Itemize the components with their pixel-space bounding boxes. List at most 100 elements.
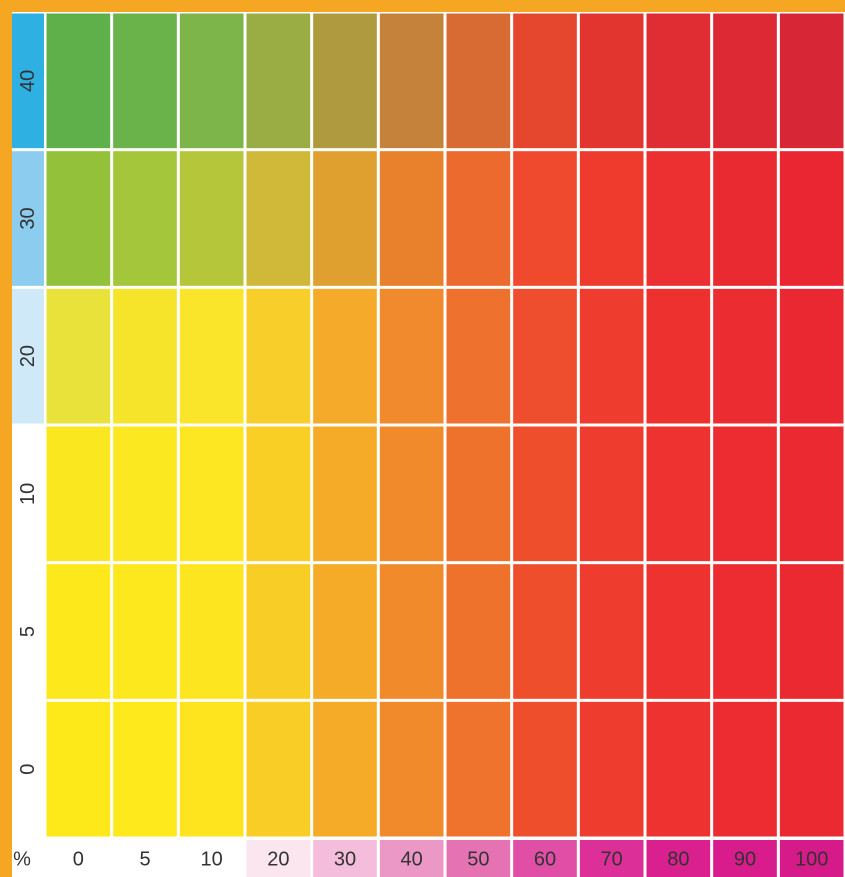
heatmap-cell-y20-x90 [713, 288, 777, 424]
heatmap-cell-y30-x90 [713, 151, 777, 286]
heatmap-cell-y20-x70 [579, 288, 644, 424]
y-tick-label-40: 40 [17, 70, 39, 92]
x-tick-label-30: 30 [334, 849, 356, 871]
heatmap-cell-y20-x50 [446, 288, 511, 424]
heatmap-cell-y10-x30 [313, 426, 377, 562]
heatmap-cell-y40-x70 [579, 13, 644, 149]
heatmap-cell-y40-x40 [379, 13, 444, 149]
heatmap-cell-y30-x80 [646, 151, 711, 286]
y-label-band-30 [12, 151, 44, 286]
heatmap-cell-y20-x10 [179, 288, 244, 424]
heatmap-cell-y5-x0 [46, 564, 111, 699]
heatmap-cell-y5-x50 [446, 564, 511, 699]
heatmap-cell-y20-x0 [46, 288, 111, 424]
y-label-band-10 [12, 426, 44, 562]
x-label-band-100 [779, 840, 844, 877]
heatmap-cell-y10-x20 [246, 426, 311, 562]
heatmap-cell-y30-x0 [46, 151, 111, 286]
y-label-band-5 [12, 564, 44, 699]
heatmap-cell-y0-x90 [713, 701, 777, 837]
heatmap-cell-y20-x30 [313, 288, 377, 424]
heatmap-cell-y5-x30 [313, 564, 377, 699]
heatmap-cell-y0-x40 [379, 701, 444, 837]
heatmap-cell-y20-x40 [379, 288, 444, 424]
heatmap-cell-y0-x100 [779, 701, 844, 837]
y-tick-label-0: 0 [17, 764, 39, 775]
y-tick-label-20: 20 [17, 345, 39, 367]
x-label-band-20 [246, 840, 311, 877]
heatmap-cell-y10-x5 [113, 426, 177, 562]
heatmap-cell-y40-x0 [46, 13, 111, 149]
heatmap-cell-y40-x80 [646, 13, 711, 149]
heatmap-cell-y40-x10 [179, 13, 244, 149]
y-tick-label-10: 10 [17, 483, 39, 505]
y-tick-label-30: 30 [17, 207, 39, 229]
heatmap-cell-y5-x40 [379, 564, 444, 699]
heatmap-cell-y5-x100 [779, 564, 844, 699]
y-tick-label-5: 5 [17, 626, 39, 637]
x-label-band-60 [513, 840, 577, 877]
heatmap-cell-y5-x20 [246, 564, 311, 699]
heatmap-cell-y30-x40 [379, 151, 444, 286]
heatmap-cell-y30-x60 [513, 151, 577, 286]
x-axis-labels: % 0 5 10 20 30 40 50 60 70 80 90 100 [13, 840, 844, 877]
heatmap-cell-y0-x50 [446, 701, 511, 837]
x-tick-label-5: 5 [139, 849, 150, 871]
heatmap-cell-y10-x60 [513, 426, 577, 562]
heatmap-cell-y10-x0 [46, 426, 111, 562]
x-label-band-0 [46, 840, 111, 877]
x-tick-label-10: 10 [201, 849, 223, 871]
x-label-band-10 [179, 840, 244, 877]
x-label-band-40 [379, 840, 444, 877]
heatmap-cell-y30-x30 [313, 151, 377, 286]
heatmap-cell-y5-x70 [579, 564, 644, 699]
heatmap-cell-y30-x20 [246, 151, 311, 286]
heatmap-cell-y40-x90 [713, 13, 777, 149]
heatmap-cell-y30-x70 [579, 151, 644, 286]
chart-frame-top-border [0, 0, 845, 12]
x-tick-label-80: 80 [667, 849, 689, 871]
heatmap-cell-y10-x10 [179, 426, 244, 562]
x-label-band-90 [713, 840, 777, 877]
heatmap-cell-y40-x5 [113, 13, 177, 149]
heatmap-cell-y10-x90 [713, 426, 777, 562]
chart-frame-left-border [0, 0, 12, 877]
heatmap-cell-y0-x20 [246, 701, 311, 837]
x-tick-label-40: 40 [401, 849, 423, 871]
heatmap-cell-y40-x30 [313, 13, 377, 149]
x-label-band-5 [113, 840, 177, 877]
heatmap-cell-y40-x60 [513, 13, 577, 149]
heatmap-cell-y20-x100 [779, 288, 844, 424]
heatmap-cell-y5-x80 [646, 564, 711, 699]
heatmap-cell-y10-x40 [379, 426, 444, 562]
heatmap-cell-y20-x20 [246, 288, 311, 424]
y-label-band-0 [12, 701, 44, 837]
heatmap-cell-y5-x5 [113, 564, 177, 699]
heatmap-cell-y10-x70 [579, 426, 644, 562]
heatmap-cell-y0-x30 [313, 701, 377, 837]
heatmap-cell-y30-x100 [779, 151, 844, 286]
heatmap-cell-y5-x10 [179, 564, 244, 699]
x-tick-label-50: 50 [467, 849, 489, 871]
y-label-band-20 [12, 288, 44, 424]
heatmap-cell-y10-x80 [646, 426, 711, 562]
x-tick-label-60: 60 [534, 849, 556, 871]
heatmap-cell-y5-x60 [513, 564, 577, 699]
heatmap-cell-y5-x90 [713, 564, 777, 699]
x-tick-label-0: 0 [73, 849, 84, 871]
heatmap-cell-y0-x0 [46, 701, 111, 837]
heatmap-cell-y10-x50 [446, 426, 511, 562]
heatmap-cell-y30-x5 [113, 151, 177, 286]
x-label-band-80 [646, 840, 711, 877]
x-tick-label-20: 20 [267, 849, 289, 871]
heatmap-cell-y0-x10 [179, 701, 244, 837]
heatmap-cell-y40-x20 [246, 13, 311, 149]
heatmap-cell-y20-x80 [646, 288, 711, 424]
heatmap-cell-y20-x60 [513, 288, 577, 424]
heatmap-cell-y0-x60 [513, 701, 577, 837]
x-label-band-70 [579, 840, 644, 877]
heatmap-cell-y0-x80 [646, 701, 711, 837]
heatmap-cells [46, 13, 844, 837]
heatmap-cell-y0-x5 [113, 701, 177, 837]
